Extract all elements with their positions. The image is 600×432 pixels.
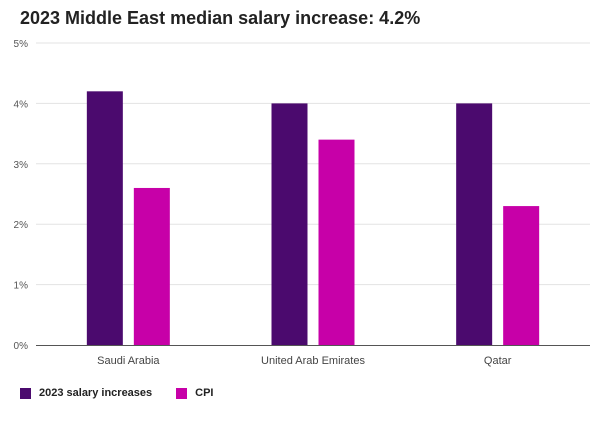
bar xyxy=(86,91,123,345)
legend-label-salary: 2023 salary increases xyxy=(39,387,153,399)
y-tick-label: 1% xyxy=(14,281,29,292)
y-tick-label: 4% xyxy=(14,99,29,110)
x-tick-label: Saudi Arabia xyxy=(97,355,160,367)
legend-item-cpi: CPI xyxy=(176,387,214,399)
y-tick-label: 0% xyxy=(14,341,29,352)
bar xyxy=(456,103,493,346)
bar xyxy=(318,139,355,345)
bar xyxy=(271,103,308,346)
legend-label-cpi: CPI xyxy=(195,387,214,399)
x-tick-label: United Arab Emirates xyxy=(261,355,365,367)
legend: 2023 salary increases CPI xyxy=(20,387,238,399)
bar xyxy=(503,206,540,345)
legend-item-salary: 2023 salary increases xyxy=(20,387,152,399)
y-tick-label: 2% xyxy=(14,220,29,231)
y-tick-label: 5% xyxy=(14,39,29,50)
x-tick-label: Qatar xyxy=(484,355,512,367)
legend-swatch-salary xyxy=(20,387,31,399)
bar xyxy=(133,187,170,345)
legend-swatch-cpi xyxy=(176,387,188,399)
chart-title: 2023 Middle East median salary increase:… xyxy=(20,8,421,28)
y-tick-label: 3% xyxy=(14,160,29,171)
